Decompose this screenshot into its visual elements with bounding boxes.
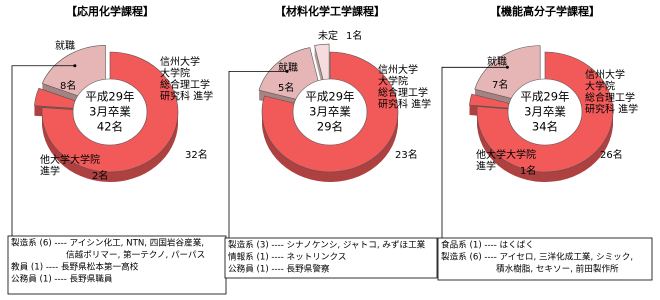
center-text: 29名 bbox=[317, 120, 343, 134]
slice bbox=[41, 51, 179, 173]
detail-text: 公務員 (1) ---- 長野県職員 bbox=[11, 273, 113, 285]
chart-title: 【応用化学課程】 bbox=[66, 4, 154, 18]
detail-text: 積水樹脂, セキソー, 前田製作所 bbox=[496, 263, 619, 275]
slice-label: 就職 bbox=[278, 61, 298, 74]
leader-dot bbox=[73, 64, 77, 68]
leader-dot bbox=[285, 69, 289, 73]
slice-label: 信州大学大学院総合理工学研究科 進学 bbox=[160, 55, 213, 103]
detail-text: 信越ポリマー, 第一テクノ, パーパス bbox=[66, 249, 205, 261]
slice-label: 就職 bbox=[487, 55, 507, 68]
slice-label: 信州大学大学院総合理工学研究科 進学 bbox=[378, 63, 431, 111]
leader-line bbox=[441, 66, 508, 238]
leader-line bbox=[11, 65, 75, 236]
center-text: 3月卒業 bbox=[89, 105, 131, 119]
center-text: 平成29年 bbox=[85, 90, 134, 104]
center-text: 3月卒業 bbox=[309, 105, 351, 119]
detail-text: 製造系 (6) ---- アイシン化工, NTN, 四国岩谷産業, bbox=[11, 237, 204, 249]
value-label: 8名 bbox=[60, 79, 76, 92]
slice-label: 未定 bbox=[318, 29, 338, 42]
center-text: 平成29年 bbox=[305, 90, 354, 104]
chart-title: 【機能高分子学課程】 bbox=[490, 4, 600, 18]
value-label: 23名 bbox=[395, 148, 418, 161]
detail-text: 製造系 (3) ---- シナノケンシ, ジャトコ, みずほ工業 bbox=[228, 239, 426, 251]
leader-line bbox=[228, 70, 288, 238]
donut-hole bbox=[72, 78, 148, 146]
donut-hole bbox=[292, 78, 368, 146]
slice-label: 就職 bbox=[55, 39, 75, 52]
detail-box bbox=[7, 235, 227, 295]
donut-hole bbox=[507, 78, 583, 146]
value-label: 2名 bbox=[92, 169, 108, 182]
center-text: 3月卒業 bbox=[524, 105, 566, 119]
leader-dot bbox=[505, 65, 509, 69]
detail-box bbox=[224, 237, 438, 279]
slice bbox=[476, 51, 614, 173]
slice-label: 他大学大学院進学 bbox=[40, 153, 100, 178]
detail-text: 教員 (1) ---- 長野県松本第一高校 bbox=[11, 261, 139, 273]
detail-text: 情報系 (1) ---- ネットリンクス bbox=[228, 251, 346, 263]
chart-title: 【材料化学工学課程】 bbox=[275, 4, 385, 18]
detail-text: 公務員 (1) ---- 長野県警察 bbox=[228, 263, 330, 275]
center-text: 平成29年 bbox=[520, 90, 569, 104]
value-label: 26名 bbox=[600, 148, 623, 161]
value-label: 7名 bbox=[492, 78, 508, 91]
slice-label: 他大学大学院進学 bbox=[476, 148, 536, 173]
value-label: 5名 bbox=[278, 81, 294, 94]
detail-box bbox=[437, 237, 653, 281]
value-label: 32名 bbox=[185, 148, 208, 161]
detail-text: 製造系 (6) ---- アイセロ, 三洋化成工業, シミック, bbox=[441, 251, 633, 263]
detail-text: 食品系 (1) ---- はくばく bbox=[441, 239, 534, 251]
center-text: 34名 bbox=[532, 120, 558, 134]
value-label: 1名 bbox=[346, 29, 362, 42]
center-text: 42名 bbox=[97, 120, 123, 134]
value-label: 1名 bbox=[520, 164, 536, 177]
slice-label: 信州大学大学院総合理工学研究科 進学 bbox=[585, 68, 638, 116]
